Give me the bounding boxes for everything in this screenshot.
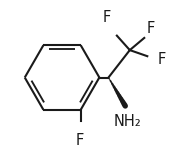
Text: F: F [103, 10, 111, 25]
Text: NH₂: NH₂ [114, 114, 141, 129]
Text: F: F [75, 133, 84, 148]
Text: F: F [146, 20, 154, 35]
Text: F: F [157, 52, 165, 67]
